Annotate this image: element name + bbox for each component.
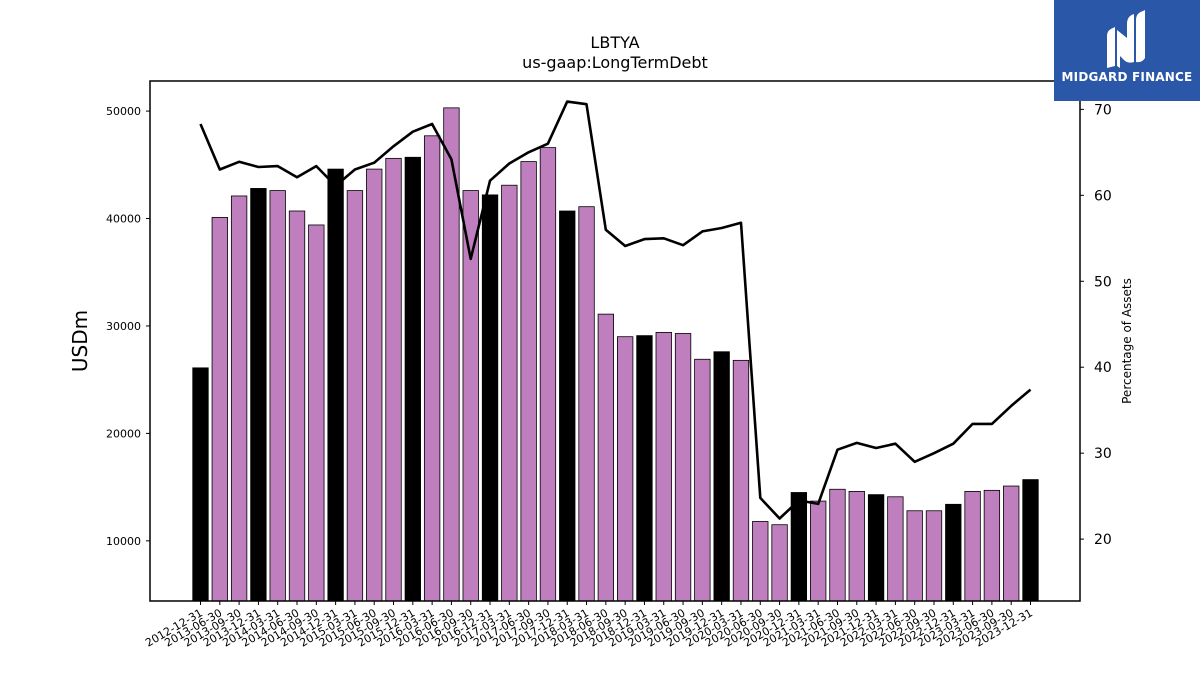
bar — [906, 510, 923, 602]
percentage-line — [199, 100, 1032, 520]
bar — [655, 332, 672, 602]
y-tick-label: 30000 — [106, 320, 141, 333]
bar — [771, 524, 788, 602]
bar — [674, 333, 692, 602]
bar — [385, 157, 402, 602]
y2-tick-label: 20 — [1094, 532, 1112, 548]
bar — [192, 367, 209, 602]
chart-title: LBTYA — [590, 33, 639, 52]
y2-tick-label: 40 — [1094, 360, 1112, 376]
bar — [559, 210, 576, 602]
y-axis-right: 20 30 40 50 60 70 — [1080, 102, 1112, 548]
logo-text: MIDGARD FINANCE — [1061, 70, 1193, 84]
bar — [829, 488, 846, 602]
midgard-logo-icon — [1107, 10, 1145, 68]
bar — [925, 510, 943, 602]
y-axis-left: 10000 20000 30000 40000 50000 — [106, 105, 150, 548]
bar — [462, 190, 479, 602]
bar-series — [192, 107, 1039, 602]
y-tick-label: 40000 — [106, 213, 141, 226]
bar — [597, 313, 614, 602]
bar — [636, 335, 653, 602]
bar — [327, 168, 344, 602]
bar — [810, 500, 827, 602]
bar — [211, 217, 228, 602]
line-series — [199, 100, 1032, 520]
y-tick-label: 20000 — [106, 427, 141, 440]
bar — [1022, 479, 1039, 602]
chart-subtitle: us-gaap:LongTermDebt — [522, 53, 708, 72]
bar — [1003, 485, 1020, 602]
bar — [501, 184, 518, 602]
bar — [366, 168, 383, 602]
bar — [423, 135, 441, 602]
y2-tick-label: 70 — [1094, 102, 1112, 118]
bar — [752, 521, 769, 602]
bar — [732, 359, 750, 602]
bar — [250, 188, 267, 602]
y2-tick-label: 30 — [1094, 446, 1112, 462]
bar — [539, 147, 557, 602]
bar — [308, 224, 325, 602]
y-axis-label: USDm — [68, 310, 92, 372]
brand-logo: MIDGARD FINANCE — [1054, 0, 1200, 101]
x-axis: 2012-12-312013-06-302013-09-302013-12-31… — [143, 601, 1035, 650]
bar — [269, 190, 286, 602]
y-tick-label: 10000 — [106, 535, 141, 548]
bar — [230, 195, 248, 602]
y2-axis-label: Percentage of Assets — [1120, 278, 1134, 404]
bar — [790, 492, 808, 602]
bar — [983, 489, 1001, 602]
plot-frame — [149, 80, 1081, 602]
bar — [848, 491, 865, 602]
bar — [346, 190, 364, 602]
bar — [481, 194, 499, 602]
y2-tick-label: 50 — [1094, 274, 1112, 290]
bar — [288, 210, 306, 602]
bar — [945, 503, 962, 602]
bar — [694, 358, 711, 602]
bar — [578, 206, 595, 602]
bar — [404, 156, 421, 602]
y2-tick-label: 60 — [1094, 188, 1112, 204]
bar — [887, 496, 904, 602]
bar — [713, 351, 730, 602]
bar — [867, 494, 885, 602]
bar — [964, 491, 981, 602]
bar — [520, 161, 537, 602]
bar — [617, 336, 634, 602]
y-tick-label: 50000 — [106, 105, 141, 118]
